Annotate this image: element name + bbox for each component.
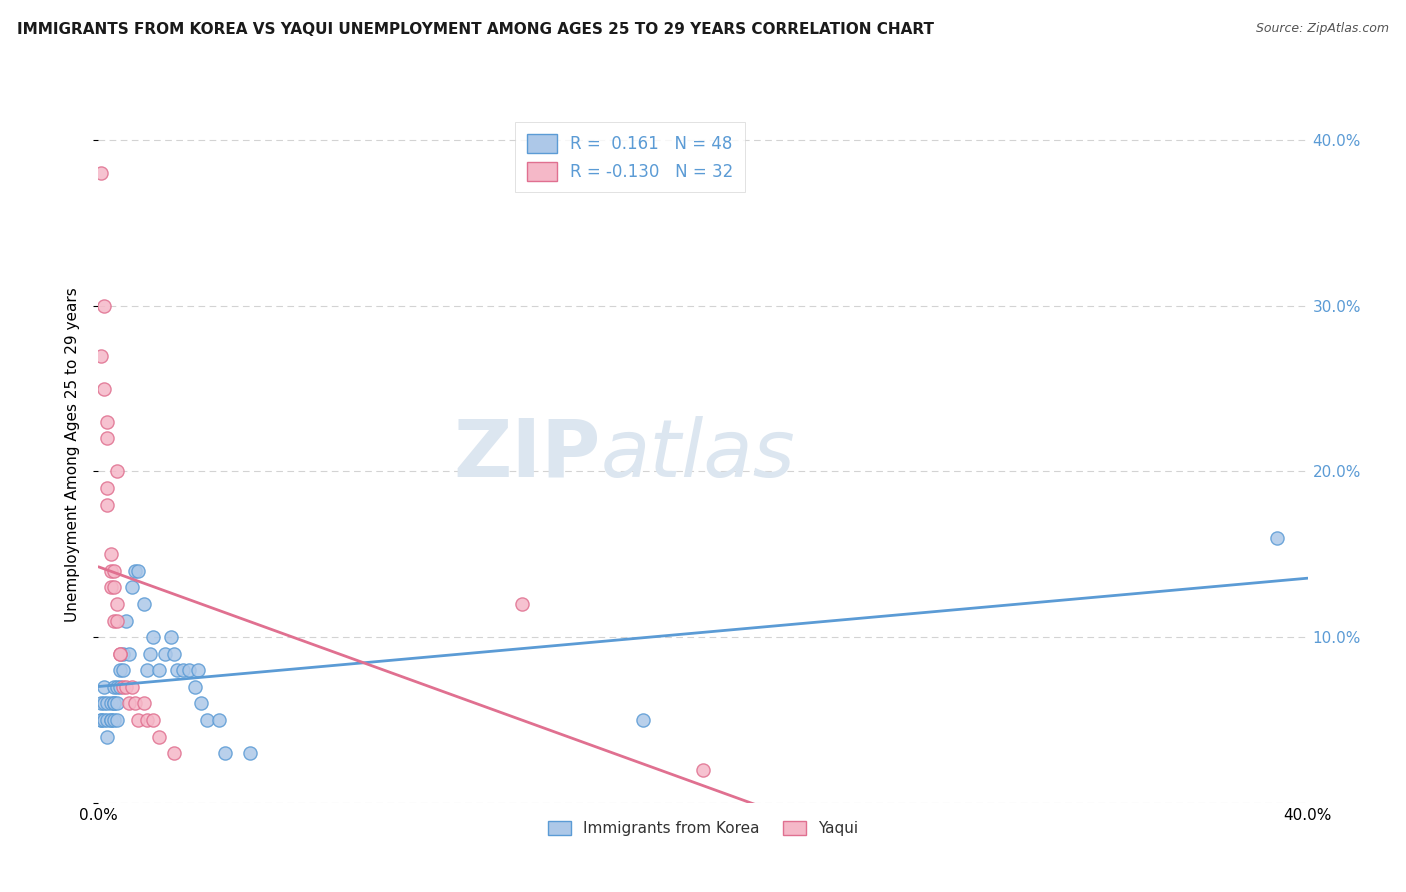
Y-axis label: Unemployment Among Ages 25 to 29 years: Unemployment Among Ages 25 to 29 years (65, 287, 80, 623)
Point (142, 630, 165, 644)
Point (127, 713, 149, 727)
Point (166, 663, 188, 677)
Point (93, 713, 115, 727)
Point (103, 614, 125, 628)
Point (148, 730, 170, 744)
Point (190, 697, 212, 711)
Point (108, 647, 131, 661)
Text: ZIP: ZIP (453, 416, 600, 494)
Point (103, 564, 125, 578)
Point (214, 746, 236, 760)
Point (105, 614, 128, 628)
Point (105, 713, 128, 727)
Point (132, 597, 155, 611)
Point (90, 713, 112, 727)
Point (103, 697, 125, 711)
Point (139, 647, 162, 661)
Point (111, 647, 134, 661)
Text: Source: ZipAtlas.com: Source: ZipAtlas.com (1256, 22, 1389, 36)
Point (100, 713, 122, 727)
Point (118, 647, 141, 661)
Point (184, 680, 207, 694)
Point (96, 697, 118, 711)
Point (108, 680, 131, 694)
Point (135, 713, 157, 727)
Point (100, 697, 122, 711)
Point (124, 564, 146, 578)
Point (100, 564, 122, 578)
Point (103, 680, 125, 694)
Point (100, 713, 122, 727)
Text: IMMIGRANTS FROM KOREA VS YAQUI UNEMPLOYMENT AMONG AGES 25 TO 29 YEARS CORRELATIO: IMMIGRANTS FROM KOREA VS YAQUI UNEMPLOYM… (17, 22, 934, 37)
Point (96, 730, 118, 744)
Text: atlas: atlas (600, 416, 794, 494)
Point (692, 763, 714, 777)
Point (108, 663, 131, 677)
Point (124, 697, 146, 711)
Point (111, 663, 134, 677)
Point (631, 713, 654, 727)
Point (100, 547, 122, 561)
Point (93, 382, 115, 396)
Point (163, 647, 186, 661)
Point (135, 663, 157, 677)
Point (90, 713, 112, 727)
Point (127, 564, 149, 578)
Point (132, 697, 155, 711)
Point (105, 680, 128, 694)
Point (121, 680, 143, 694)
Point (96, 713, 118, 727)
Point (96, 431, 118, 445)
Point (105, 597, 128, 611)
Point (510, 597, 533, 611)
Point (142, 713, 165, 727)
Point (90, 697, 112, 711)
Point (1267, 531, 1289, 545)
Point (172, 663, 194, 677)
Point (96, 415, 118, 429)
Point (160, 630, 183, 644)
Point (96, 498, 118, 512)
Point (148, 663, 170, 677)
Point (93, 299, 115, 313)
Point (103, 713, 125, 727)
Point (187, 663, 209, 677)
Point (208, 713, 231, 727)
Point (93, 680, 115, 694)
Point (111, 680, 134, 694)
Point (105, 465, 128, 479)
Point (105, 697, 128, 711)
Point (118, 697, 141, 711)
Point (114, 614, 136, 628)
Point (108, 647, 131, 661)
Point (179, 663, 201, 677)
Point (195, 713, 218, 727)
Point (163, 746, 186, 760)
Point (121, 581, 143, 595)
Point (93, 697, 115, 711)
Point (103, 581, 125, 595)
Point (153, 647, 176, 661)
Point (96, 481, 118, 495)
Point (114, 680, 136, 694)
Point (90, 349, 112, 363)
Point (103, 697, 125, 711)
Point (239, 746, 262, 760)
Legend: Immigrants from Korea, Yaqui: Immigrants from Korea, Yaqui (540, 814, 866, 844)
Point (90, 166, 112, 180)
Point (100, 581, 122, 595)
